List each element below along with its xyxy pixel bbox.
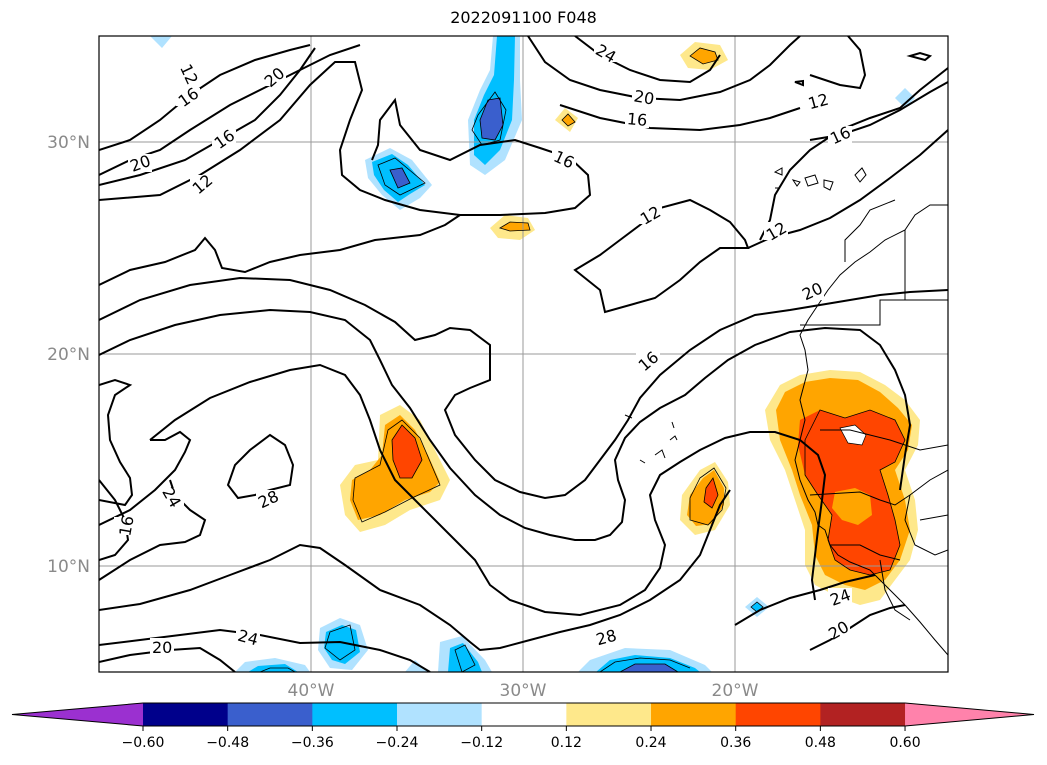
colorbar-extend-max [905, 703, 1034, 726]
colorbar-tick-label: −0.24 [376, 735, 419, 751]
contour-12-central [99, 214, 461, 286]
border-1 [800, 230, 906, 326]
contour-label: 16 [635, 347, 663, 375]
border-9 [919, 514, 948, 521]
contour-label: 16 [626, 109, 648, 130]
colorbar-segment [397, 703, 483, 726]
colorbar-tick-label: −0.60 [122, 735, 165, 751]
border-8 [904, 494, 948, 556]
positive-anomaly-central-orange [350, 415, 440, 520]
contour-20-main [99, 308, 912, 541]
colorbar-tick-label: 0.12 [551, 735, 582, 751]
lat-label-30n: 30°N [47, 133, 90, 153]
contour-28 [99, 430, 731, 652]
contour-label: 16 [211, 126, 239, 153]
colorbar-segment [820, 703, 906, 726]
contour-24-south [99, 479, 876, 672]
contour-label: 20 [152, 638, 172, 657]
border-7 [879, 559, 911, 621]
contour-label: 16 [115, 514, 137, 537]
contour-16-north2 [559, 104, 801, 132]
contour-label: 16 [175, 84, 203, 111]
contour-label: 12 [189, 170, 217, 198]
contour-label: 20 [632, 86, 655, 108]
latitude-labels: 30°N 20°N 10°N [47, 133, 90, 577]
contour-12-ne [759, 36, 948, 241]
colorbar-extend-min [12, 703, 143, 726]
colorbar: −0.60 −0.48 −0.36 −0.24 −0.12 0.12 0.24 0.36 0.4… [11, 702, 1035, 751]
positive-anomaly-central-red [392, 425, 422, 478]
canary-islands [773, 167, 867, 191]
lat-label-10n: 10°N [47, 557, 90, 577]
contour-small-ne [794, 51, 933, 87]
contour-20-south [99, 604, 906, 672]
contour-20-north [99, 47, 316, 186]
contour-12-east [573, 198, 750, 314]
anomaly-outlines [259, 47, 906, 672]
page-title: 2022091100 F048 [450, 8, 597, 27]
border-5 [809, 469, 948, 506]
colorbar-segment [227, 703, 313, 726]
coastlines [624, 167, 948, 656]
border-4 [820, 429, 948, 451]
border-2 [844, 199, 896, 262]
negative-anomaly-south-3-blue [596, 655, 700, 672]
colorbar-tick-label: 0.36 [720, 735, 751, 751]
colorbar-tick-label: 0.60 [889, 735, 920, 751]
negative-anomaly-dot-1 [150, 36, 172, 48]
colorbar-segment [481, 703, 567, 726]
positive-anomaly-east-red [704, 478, 718, 508]
colorbar-segment [143, 703, 229, 726]
contour-label: 12 [806, 90, 831, 114]
colorbar-tick-label: −0.36 [291, 735, 334, 751]
map-area: 12 16 20 16 20 12 24 20 16 16 12 16 12 [99, 36, 948, 672]
contour-label: 24 [236, 626, 261, 650]
map-frame [98, 35, 949, 673]
colorbar-segment [566, 703, 652, 726]
lon-label-30w: 30°W [500, 681, 547, 701]
negative-anomaly-south-5 [405, 660, 428, 672]
colorbar-segment [651, 703, 737, 726]
negative-anomaly-nw-dark [390, 168, 410, 188]
colorbar-segment [312, 703, 398, 726]
negative-anomaly-south-2-blue [448, 643, 482, 672]
colorbar-tick-label: −0.12 [460, 735, 503, 751]
lon-label-20w: 20°W [712, 681, 759, 701]
colorbar-tick-label: −0.48 [206, 735, 249, 751]
contour-label: 24 [158, 484, 185, 511]
colorbar-tick-label: 0.24 [635, 735, 666, 751]
africa-coastline [794, 204, 948, 656]
contour-12-mid [99, 61, 592, 216]
negative-anomaly-south-3-dark [620, 664, 678, 672]
longitude-labels: 40°W 30°W 20°W [288, 681, 759, 701]
contour-label: 28 [594, 626, 619, 650]
colorbar-segment [735, 703, 821, 726]
lat-label-20n: 20°N [47, 345, 90, 365]
lon-label-40w: 40°W [288, 681, 335, 701]
contour-16-main [99, 276, 948, 500]
border-6 [830, 544, 901, 561]
contour-24-main [99, 363, 827, 617]
positive-anomaly-inner-orange [832, 488, 872, 525]
contour-20-north2 [527, 36, 801, 102]
negative-anomaly-north-column-dark [480, 98, 503, 140]
colorbar-tick-label: 0.48 [805, 735, 836, 751]
cape-verde [624, 414, 678, 464]
